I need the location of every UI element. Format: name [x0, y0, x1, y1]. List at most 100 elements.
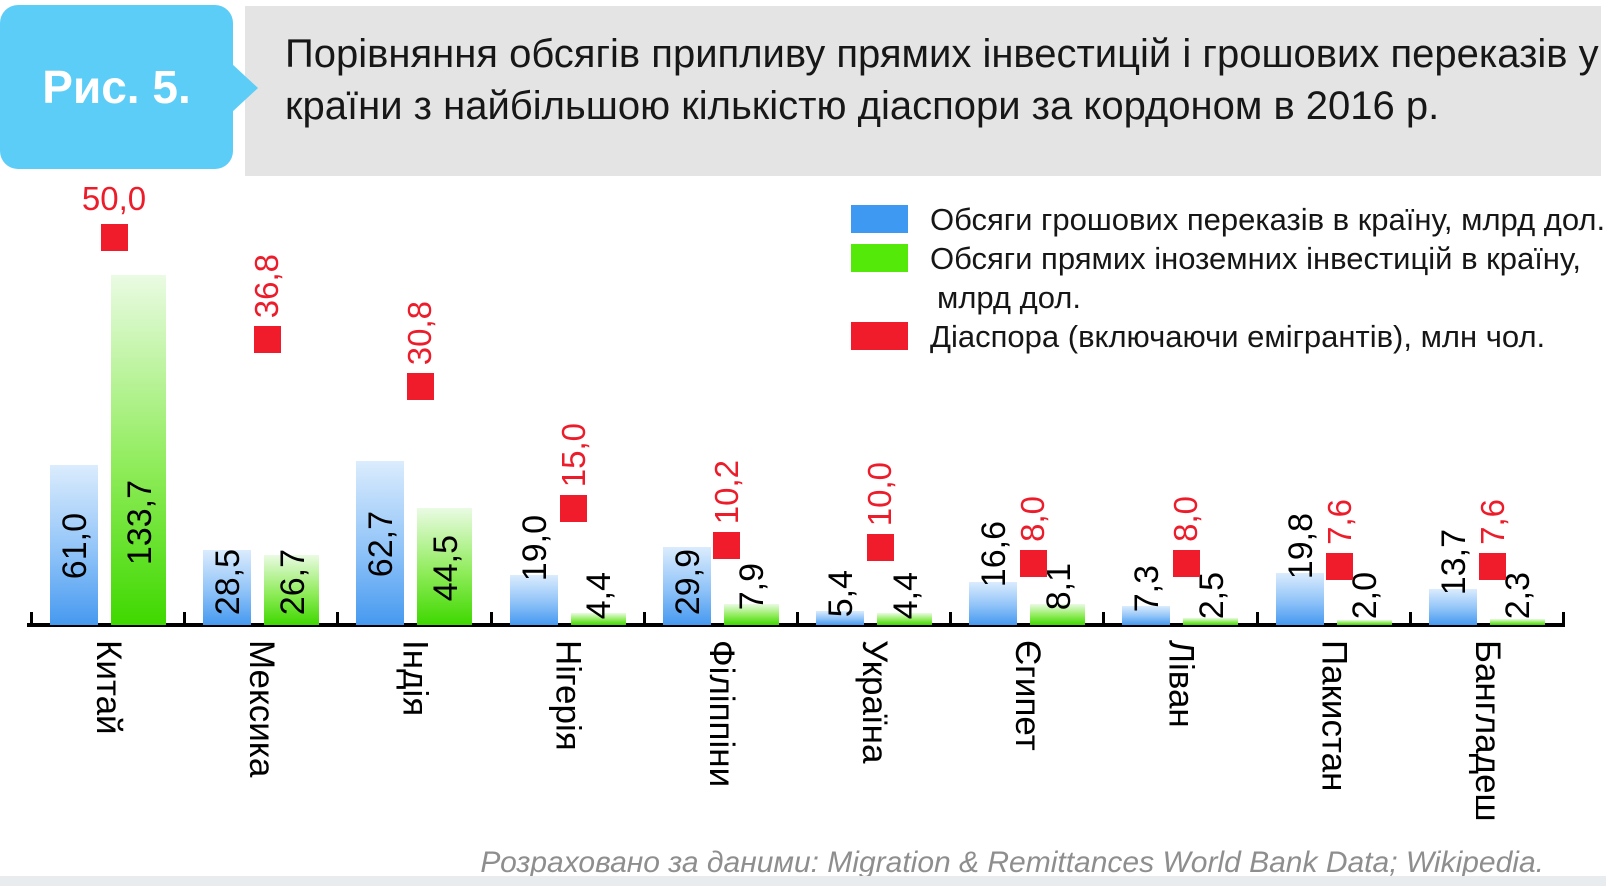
bar-value-label: 5,4	[822, 569, 860, 617]
diaspora-marker	[866, 534, 894, 561]
axis-tick	[183, 612, 187, 627]
bar-value-label: 4,4	[580, 571, 619, 619]
diaspora-marker	[1172, 549, 1200, 577]
figure-title: Порівняння обсягів припливу прямих інвес…	[285, 28, 1599, 132]
bar-fdi	[264, 555, 320, 625]
bar-value-label: 13,7	[1434, 528, 1473, 596]
diaspora-marker	[100, 224, 128, 251]
axis-tick	[336, 612, 340, 627]
diaspora-value-label: 7,6	[1320, 498, 1358, 545]
source-note: Розраховано за даними: Migration & Remit…	[480, 846, 1544, 879]
country-label: Пакистан	[1314, 640, 1354, 792]
bar-remittances	[969, 581, 1018, 625]
bar-fdi	[723, 604, 779, 625]
diaspora-marker	[1479, 552, 1507, 580]
diaspora-value-label: 50,0	[81, 180, 147, 217]
bar-fdi	[877, 613, 932, 625]
x-axis	[27, 623, 1563, 627]
bar-value-label: 19,0	[515, 515, 554, 582]
country-label: Бангладеш	[1467, 640, 1507, 822]
country-label: Філіппіни	[701, 640, 741, 788]
figure-title-line2: країни з найбільшою кількістю діаспори з…	[285, 84, 1440, 128]
diaspora-value-label: 10,2	[707, 460, 745, 525]
legend-item-fdi: Обсяги прямих іноземних інвестицій в кра…	[851, 239, 1581, 317]
bottom-strip	[0, 876, 1606, 886]
bar-value-label: 26,7	[273, 548, 312, 615]
bar-value-label: 7,3	[1128, 564, 1167, 612]
axis-tick	[1408, 612, 1412, 627]
axis-tick	[489, 612, 493, 627]
country-label: Індія	[395, 640, 435, 717]
bar-fdi	[1336, 619, 1392, 625]
legend-label-fdi: Обсяги прямих іноземних інвестицій в кра…	[930, 239, 1581, 317]
bar-remittances	[1122, 605, 1171, 625]
title-box: Порівняння обсягів припливу прямих інвес…	[245, 6, 1601, 176]
legend-item-diaspora: Діаспора (включаючи емігрантів), млн чол…	[851, 317, 1545, 356]
country-label: Китай	[89, 640, 128, 735]
bar-remittances	[203, 550, 252, 625]
diaspora-value-label: 10,0	[861, 461, 898, 526]
figure-tag-label: Рис. 5.	[42, 61, 191, 113]
diaspora-marker	[560, 495, 588, 523]
legend-swatch-red-icon	[851, 322, 908, 350]
bar-value-label: 4,4	[886, 571, 925, 619]
country-label: Нігерія	[548, 640, 588, 751]
country-label: Ліван	[1161, 640, 1201, 728]
diaspora-marker	[713, 532, 741, 560]
bar-value-label: 16,6	[975, 521, 1014, 588]
bar-fdi	[1183, 618, 1239, 625]
bar-fdi	[111, 274, 166, 625]
bar-value-label: 44,5	[426, 534, 465, 601]
bar-value-label: 29,9	[668, 548, 707, 615]
legend-label-fdi-line2: млрд дол.	[937, 280, 1081, 315]
axis-tick	[642, 612, 646, 627]
legend-label-diaspora: Діаспора (включаючи емігрантів), млн чол…	[930, 319, 1546, 354]
axis-tick	[1562, 612, 1565, 627]
axis-tick	[796, 612, 799, 627]
country-label: Єгипет	[1008, 640, 1048, 751]
diaspora-value-label: 30,8	[401, 300, 439, 365]
diaspora-value-label: 36,8	[248, 254, 286, 319]
bar-remittances	[1428, 589, 1477, 625]
figure-title-line1: Порівняння обсягів припливу прямих інвес…	[285, 32, 1599, 76]
diaspora-marker	[1019, 549, 1047, 577]
figure-tag-bubble: Рис. 5.	[0, 5, 233, 169]
legend-label-fdi-line1: Обсяги прямих іноземних інвестицій в кра…	[930, 241, 1581, 276]
bar-remittances	[356, 460, 405, 625]
bar-value-label: 61,0	[56, 512, 94, 580]
axis-tick	[949, 612, 953, 627]
bar-fdi	[417, 508, 473, 625]
legend-label-remittances: Обсяги грошових переказів в країну, млрд…	[930, 202, 1606, 237]
legend-item-remittances: Обсяги грошових переказів в країну, млрд…	[851, 200, 1605, 239]
legend-swatch-blue-icon	[851, 205, 908, 233]
bar-remittances	[50, 465, 98, 625]
diaspora-value-label: 7,6	[1473, 498, 1511, 545]
diaspora-marker	[253, 326, 281, 354]
bar-remittances	[662, 546, 711, 625]
bar-remittances	[509, 575, 558, 625]
bar-value-label: 2,5	[1192, 571, 1231, 619]
bar-value-label: 19,8	[1281, 512, 1320, 580]
legend-swatch-green-icon	[851, 244, 908, 272]
country-label: Мексика	[242, 640, 282, 778]
diaspora-value-label: 8,0	[1014, 495, 1052, 542]
bar-value-label: 28,5	[209, 548, 248, 615]
diaspora-value-label: 8,0	[1167, 495, 1205, 542]
axis-tick	[1102, 612, 1106, 627]
bar-fdi	[1489, 618, 1545, 625]
bar-value-label: 133,7	[120, 479, 159, 565]
axis-tick	[1255, 612, 1259, 627]
bar-fdi	[1030, 603, 1086, 625]
diaspora-marker	[1326, 552, 1354, 580]
diaspora-marker	[406, 372, 434, 400]
bar-fdi	[570, 613, 626, 625]
bar-remittances	[816, 610, 864, 625]
country-label: Україна	[855, 640, 894, 764]
bar-value-label: 62,7	[362, 510, 401, 577]
bar-value-label: 7,9	[733, 563, 772, 611]
bar-remittances	[1275, 573, 1324, 625]
figure-tag-pointer-icon	[231, 63, 258, 113]
diaspora-value-label: 15,0	[554, 423, 592, 488]
